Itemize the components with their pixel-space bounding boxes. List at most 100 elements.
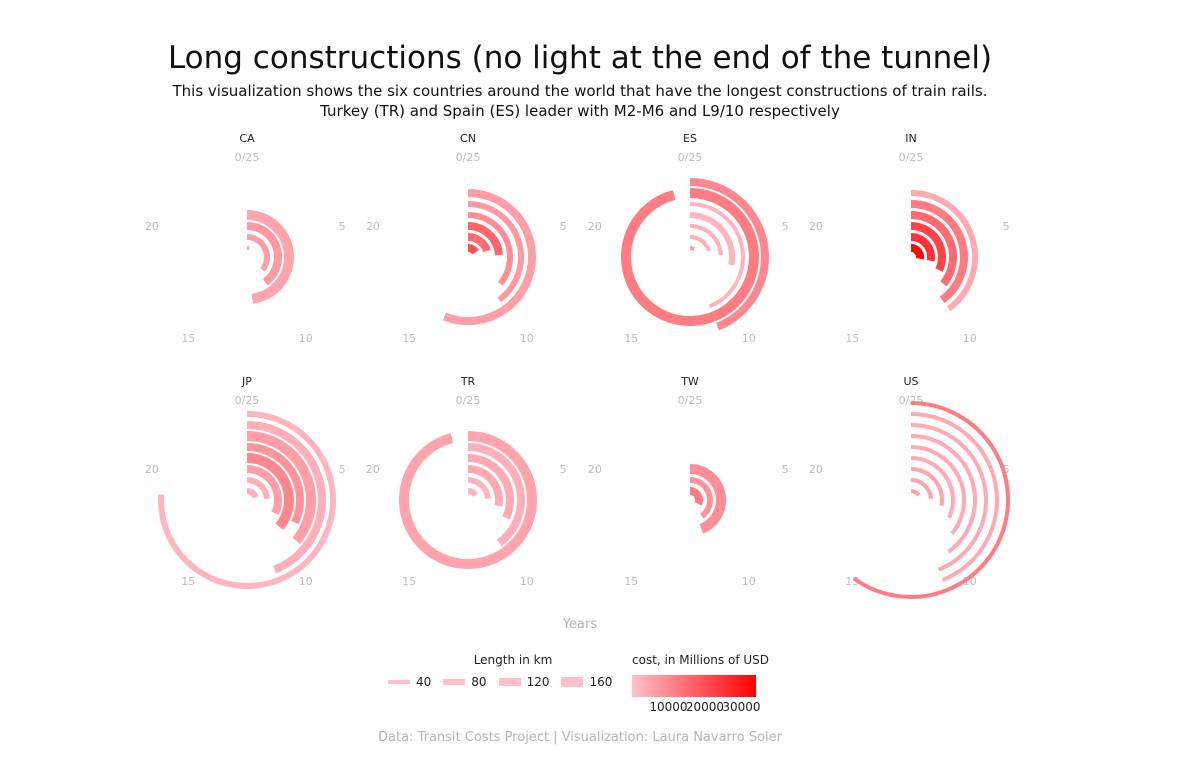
project-arc (246, 222, 282, 286)
angular-tick-label: 15 (624, 332, 638, 345)
facet-label: ES (683, 132, 697, 145)
length-legend-label: 80 (471, 675, 487, 689)
project-arc (910, 423, 988, 572)
project-arc (910, 244, 924, 260)
facet-ca: CA 0/25 5 10 15 20 (145, 132, 346, 345)
angular-tick-label: 20 (588, 463, 602, 476)
facet-jp: JP 0/25 5 10 15 20 (145, 375, 346, 589)
cost-legend: cost, in Millions of USD 10000 20000 30000 (632, 653, 792, 714)
facet-label: TW (680, 375, 699, 388)
length-legend-swatch (498, 678, 521, 686)
project-arc (689, 178, 769, 331)
project-arc (689, 212, 735, 266)
project-arc (910, 456, 955, 519)
project-arc (399, 431, 537, 569)
project-arc (910, 489, 921, 497)
project-arc (467, 443, 525, 547)
angular-tick-label: 5 (339, 463, 346, 476)
angular-tick-label: 0/25 (678, 151, 703, 164)
project-arc (246, 488, 259, 499)
angular-tick-label: 15 (402, 575, 416, 588)
project-arc (467, 222, 503, 256)
angular-tick-label: 20 (366, 463, 380, 476)
angular-tick-label: 5 (1003, 220, 1010, 233)
angular-tick-label: 20 (145, 220, 159, 233)
project-arc (910, 412, 999, 582)
project-arc (467, 233, 491, 253)
angular-tick-label: 15 (624, 575, 638, 588)
project-arc (689, 224, 723, 256)
project-arc (442, 189, 536, 325)
angular-tick-label: 15 (181, 575, 195, 588)
angular-tick-label: 0/25 (678, 394, 703, 407)
length-legend-item: 160 (561, 675, 612, 689)
length-legend-label: 40 (416, 675, 432, 689)
angular-tick-label: 0/25 (235, 394, 260, 407)
facet-label: CN (460, 132, 476, 145)
length-legend-swatch (443, 679, 466, 685)
angular-tick-label: 5 (339, 220, 346, 233)
angular-tick-label: 20 (588, 220, 602, 233)
angular-tick-label: 15 (402, 332, 416, 345)
chart-subtitle-line-2: Turkey (TR) and Spain (ES) leader with M… (320, 102, 840, 120)
angular-tick-label: 5 (560, 220, 567, 233)
project-arc (467, 465, 503, 507)
project-arc (910, 211, 957, 287)
angular-tick-label: 0/25 (456, 151, 481, 164)
project-arc (689, 235, 711, 252)
angular-tick-label: 10 (299, 332, 313, 345)
angular-tick-label: 20 (366, 220, 380, 233)
project-arc (910, 190, 978, 312)
angular-tick-label: 10 (520, 332, 534, 345)
length-legend-label: 160 (589, 675, 613, 689)
angular-tick-label: 10 (963, 332, 977, 345)
facet-label: JP (241, 375, 252, 388)
facet-in: IN 0/25 5 10 15 20 (809, 132, 1010, 345)
project-arc (621, 188, 759, 326)
chart-title: Long constructions (no light at the end … (167, 40, 993, 76)
facet-es: ES 0/25 5 10 15 20 (588, 132, 789, 345)
cost-colorbar (632, 675, 756, 697)
project-arc (467, 201, 524, 303)
project-arc (689, 487, 703, 506)
project-arc (158, 411, 336, 589)
project-arc (689, 477, 713, 519)
length-legend: Length in km 40 80 120 160 (388, 653, 618, 689)
project-arc (246, 421, 326, 574)
length-legend-item: 120 (498, 675, 549, 689)
project-arc (467, 477, 491, 500)
project-arc (689, 245, 696, 251)
length-legend-item: 80 (443, 675, 487, 689)
project-arc (467, 488, 479, 498)
length-legend-swatch (388, 680, 410, 684)
project-arc (246, 477, 270, 500)
project-arc (910, 222, 946, 272)
facet-cn: CN 0/25 5 10 15 20 (366, 132, 567, 345)
angular-tick-label: 5 (1003, 463, 1010, 476)
angular-tick-label: 20 (145, 463, 159, 476)
project-arc (689, 464, 726, 534)
angular-tick-label: 10 (520, 575, 534, 588)
angular-tick-label: 5 (782, 220, 789, 233)
angular-tick-label: 0/25 (235, 151, 260, 164)
project-arc (910, 445, 966, 536)
angular-tick-label: 15 (181, 332, 195, 345)
cost-colorbar-ticks: 10000 20000 30000 (632, 697, 792, 714)
angular-tick-label: 15 (845, 332, 859, 345)
angular-tick-label: 20 (809, 463, 823, 476)
project-arc (910, 467, 944, 507)
angular-tick-label: 0/25 (899, 151, 924, 164)
facet-label: CA (239, 132, 255, 145)
facet-label: US (903, 375, 918, 388)
project-arc (910, 233, 935, 262)
cost-tick-label: 20000 (685, 700, 725, 714)
facet-label: TR (460, 375, 476, 388)
project-arc (910, 200, 968, 304)
project-arc (689, 202, 745, 309)
project-arc (246, 443, 304, 525)
angular-tick-label: 5 (560, 463, 567, 476)
cost-legend-title: cost, in Millions of USD (632, 653, 770, 667)
project-arc (246, 465, 282, 515)
angular-tick-label: 20 (809, 220, 823, 233)
